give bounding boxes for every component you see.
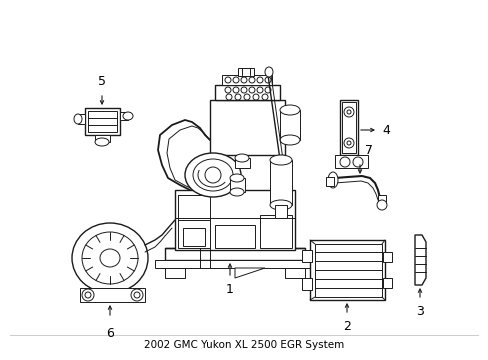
Ellipse shape bbox=[264, 77, 270, 83]
Ellipse shape bbox=[257, 87, 263, 93]
Ellipse shape bbox=[269, 200, 291, 210]
Polygon shape bbox=[325, 177, 333, 186]
Ellipse shape bbox=[212, 140, 231, 156]
Polygon shape bbox=[120, 112, 128, 120]
Polygon shape bbox=[235, 158, 249, 168]
Text: 6: 6 bbox=[106, 327, 114, 340]
Ellipse shape bbox=[280, 105, 299, 115]
Polygon shape bbox=[80, 288, 145, 302]
Polygon shape bbox=[164, 268, 184, 278]
Ellipse shape bbox=[248, 87, 254, 93]
Bar bbox=[238, 68, 253, 76]
Polygon shape bbox=[339, 100, 357, 155]
Ellipse shape bbox=[82, 289, 94, 301]
Polygon shape bbox=[285, 268, 305, 278]
Ellipse shape bbox=[241, 87, 246, 93]
Ellipse shape bbox=[224, 87, 230, 93]
Polygon shape bbox=[309, 240, 384, 300]
Polygon shape bbox=[280, 110, 299, 140]
Ellipse shape bbox=[229, 188, 244, 196]
Ellipse shape bbox=[376, 200, 386, 210]
Ellipse shape bbox=[269, 155, 291, 165]
Ellipse shape bbox=[229, 174, 244, 182]
Polygon shape bbox=[269, 160, 291, 205]
Polygon shape bbox=[341, 102, 355, 153]
Polygon shape bbox=[95, 135, 110, 142]
Polygon shape bbox=[302, 250, 311, 262]
Polygon shape bbox=[85, 108, 120, 135]
Ellipse shape bbox=[346, 141, 350, 145]
Ellipse shape bbox=[72, 223, 148, 293]
Ellipse shape bbox=[257, 77, 263, 83]
Polygon shape bbox=[334, 155, 367, 168]
Ellipse shape bbox=[248, 77, 254, 83]
Polygon shape bbox=[209, 100, 285, 155]
Text: 1: 1 bbox=[225, 283, 233, 296]
Ellipse shape bbox=[95, 138, 109, 146]
Ellipse shape bbox=[262, 94, 267, 100]
Polygon shape bbox=[235, 268, 264, 278]
Polygon shape bbox=[215, 225, 254, 248]
Polygon shape bbox=[274, 205, 286, 218]
Ellipse shape bbox=[232, 87, 239, 93]
Ellipse shape bbox=[123, 112, 133, 120]
Ellipse shape bbox=[241, 77, 246, 83]
Polygon shape bbox=[302, 278, 311, 290]
Ellipse shape bbox=[252, 94, 259, 100]
Ellipse shape bbox=[264, 67, 272, 77]
Ellipse shape bbox=[346, 110, 350, 114]
Polygon shape bbox=[314, 244, 381, 297]
Ellipse shape bbox=[280, 135, 299, 145]
Text: 2002 GMC Yukon XL 2500 EGR System: 2002 GMC Yukon XL 2500 EGR System bbox=[143, 340, 344, 350]
Text: 3: 3 bbox=[415, 305, 423, 318]
Polygon shape bbox=[414, 235, 425, 285]
Polygon shape bbox=[164, 248, 305, 260]
Ellipse shape bbox=[193, 159, 232, 191]
Ellipse shape bbox=[100, 249, 120, 267]
Ellipse shape bbox=[235, 154, 248, 162]
Ellipse shape bbox=[224, 77, 230, 83]
Bar bbox=[183, 228, 204, 246]
Ellipse shape bbox=[232, 77, 239, 83]
Ellipse shape bbox=[184, 153, 241, 197]
Polygon shape bbox=[260, 215, 291, 248]
Text: 7: 7 bbox=[364, 144, 372, 157]
Ellipse shape bbox=[74, 114, 82, 124]
Text: 2: 2 bbox=[343, 320, 350, 333]
Polygon shape bbox=[78, 114, 85, 124]
Polygon shape bbox=[175, 190, 294, 250]
Polygon shape bbox=[377, 195, 385, 205]
Polygon shape bbox=[382, 252, 391, 262]
Ellipse shape bbox=[343, 107, 353, 117]
Polygon shape bbox=[178, 220, 209, 248]
Ellipse shape bbox=[235, 94, 241, 100]
Polygon shape bbox=[88, 111, 117, 132]
Polygon shape bbox=[215, 85, 280, 100]
Ellipse shape bbox=[225, 94, 231, 100]
Ellipse shape bbox=[82, 232, 138, 284]
Polygon shape bbox=[222, 75, 271, 85]
Ellipse shape bbox=[343, 138, 353, 148]
Ellipse shape bbox=[204, 167, 221, 183]
Ellipse shape bbox=[264, 87, 270, 93]
Ellipse shape bbox=[131, 289, 142, 301]
Ellipse shape bbox=[85, 292, 91, 298]
Ellipse shape bbox=[327, 172, 337, 188]
Text: 4: 4 bbox=[381, 123, 389, 136]
Polygon shape bbox=[229, 178, 244, 192]
Polygon shape bbox=[155, 260, 314, 268]
Ellipse shape bbox=[244, 94, 249, 100]
Text: 5: 5 bbox=[98, 75, 106, 88]
Ellipse shape bbox=[134, 292, 140, 298]
Polygon shape bbox=[382, 278, 391, 288]
